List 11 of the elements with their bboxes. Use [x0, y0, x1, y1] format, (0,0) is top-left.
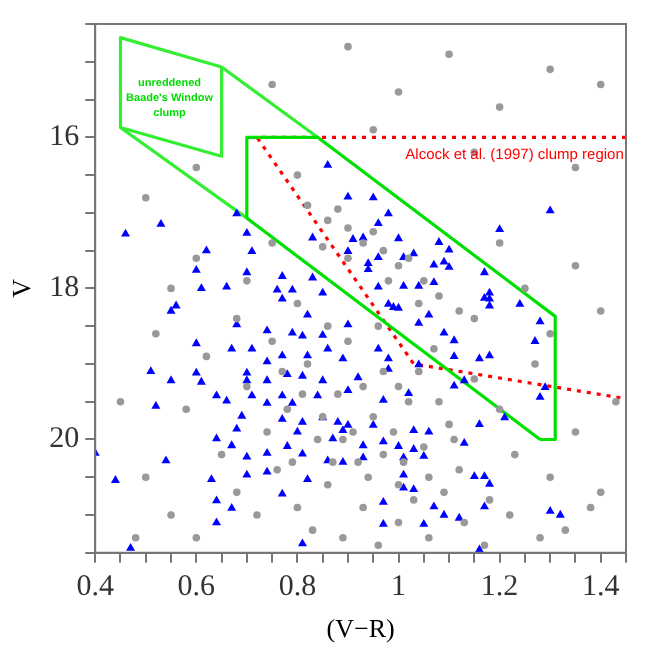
x-tick-label: 0.4	[76, 570, 115, 603]
x-tick-label: 0.8	[278, 570, 317, 603]
y-tick-label: 18	[49, 272, 80, 305]
y-tick-label: 20	[49, 423, 80, 456]
x-axis-title: (V−R)	[326, 613, 395, 644]
x-tick-label: 0.6	[177, 570, 217, 603]
x-tick-label: 1	[391, 570, 407, 603]
y-axis-title: V	[6, 277, 37, 298]
x-tick-label: 1.4	[581, 570, 621, 603]
x-tick-label: 1.2	[480, 570, 519, 603]
y-tick-label: 16	[49, 121, 81, 154]
